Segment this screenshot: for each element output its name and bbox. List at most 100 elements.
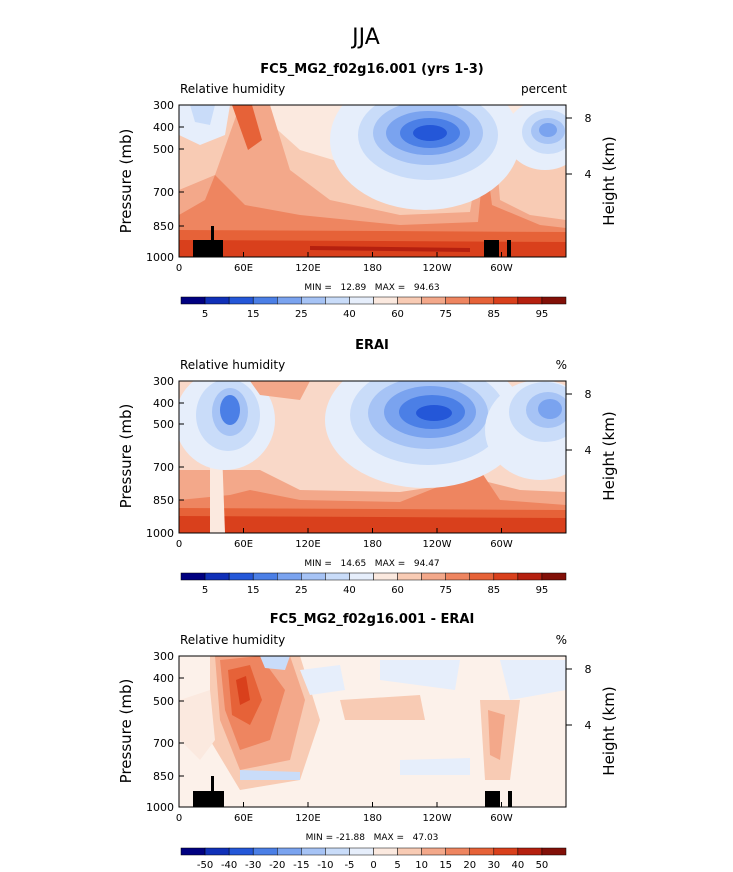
y-tick-label: 700 (153, 186, 174, 199)
contour-band (179, 105, 230, 145)
colorbar-swatch (517, 572, 543, 581)
colorbar-label: 5 (202, 585, 208, 596)
colorbar-swatch (517, 296, 543, 305)
x-tick-label: 0 (176, 263, 182, 274)
colorbar-swatch (301, 847, 326, 856)
contour-band (400, 758, 470, 775)
colorbar-swatch (277, 572, 302, 581)
x-tick-label: 60W (490, 539, 513, 550)
colorbar: 5 15 25 40 60 75 85 95 (180, 572, 567, 596)
colorbar-swatch (228, 296, 254, 305)
colorbar-label: -40 (221, 860, 237, 871)
x-tick-label: 60E (234, 813, 253, 824)
topography-mask (193, 791, 224, 807)
y-tick-label: 700 (153, 461, 174, 474)
colorbar-swatch (204, 296, 230, 305)
x-tick-label: 60E (234, 539, 253, 550)
y-axis-height: 84 (566, 663, 592, 732)
colorbar-label: 60 (391, 585, 404, 596)
y-tick-label: 700 (153, 737, 174, 750)
y2-tick-label: 4 (585, 168, 592, 181)
colorbar-swatch (469, 572, 495, 581)
x-tick-label: 120W (423, 263, 452, 274)
y-tick-label: 500 (153, 418, 174, 431)
topography-mask (193, 240, 223, 257)
contour-band (240, 770, 300, 780)
panel-title: FC5_MG2_f02g16.001 - ERAI (270, 612, 475, 627)
panel-title: FC5_MG2_f02g16.001 (yrs 1-3) (260, 62, 483, 77)
colorbar-swatch (301, 572, 326, 581)
colorbar-swatch (421, 572, 446, 581)
colorbar-label: 5 (394, 860, 400, 871)
colorbar: -50 -40 -30 -20 -15 -10 -5 0 5 10 15 20 30 40 50 (180, 847, 567, 871)
colorbar-swatch (421, 296, 446, 305)
y-tick-label: 400 (153, 672, 174, 685)
y-tick-label: 500 (153, 143, 174, 156)
units-label: percent (521, 82, 567, 96)
min-max-stats: MIN = 14.65 MAX = 94.47 (304, 559, 439, 569)
y-tick-label: 850 (153, 494, 174, 507)
x-axis-longitude: 0 60E 120E 180 120W 60W (176, 528, 513, 550)
colorbar-swatch (277, 847, 302, 856)
x-tick-label: 120E (295, 813, 320, 824)
x-tick-label: 180 (363, 813, 382, 824)
contour-band (260, 656, 290, 670)
colorbar-label: 95 (536, 309, 549, 320)
colorbar-label: -10 (317, 860, 333, 871)
colorbar-swatch (325, 847, 350, 856)
colorbar-label: -15 (293, 860, 309, 871)
colorbar-label: 25 (295, 585, 308, 596)
panel-model: FC5_MG2_f02g16.001 (yrs 1-3) Relative hu… (117, 62, 618, 320)
contour-band (220, 395, 240, 425)
x-tick-label: 60W (490, 813, 513, 824)
colorbar-label: -20 (269, 860, 285, 871)
colorbar-label: 95 (536, 585, 549, 596)
x-tick-label: 180 (363, 539, 382, 550)
colorbar-label: -50 (197, 860, 213, 871)
colorbar-swatch (325, 296, 350, 305)
colorbar-swatch (252, 847, 278, 856)
x-tick-label: 180 (363, 263, 382, 274)
colorbar-swatch (445, 572, 470, 581)
x-tick-label: 0 (176, 539, 182, 550)
y2-tick-label: 8 (585, 663, 592, 676)
y2-tick-label: 8 (585, 112, 592, 125)
colorbar-swatch (180, 572, 206, 581)
colorbar-label: 5 (202, 309, 208, 320)
contour-band (310, 246, 470, 252)
colorbar-swatch (325, 572, 350, 581)
y-tick-label: 500 (153, 695, 174, 708)
y-tick-label: 300 (153, 375, 174, 388)
contour-band (250, 381, 310, 400)
contour-band (210, 450, 225, 533)
contour-band (232, 105, 262, 150)
colorbar: 5 15 25 40 60 75 85 95 (180, 296, 567, 320)
colorbar-swatch (541, 847, 567, 856)
contour-field (179, 105, 566, 257)
colorbar-swatch (541, 572, 567, 581)
x-tick-label: 120E (295, 263, 320, 274)
colorbar-swatch (180, 847, 206, 856)
colorbar-swatch (252, 572, 278, 581)
contour-band (416, 405, 452, 421)
colorbar-label: 40 (343, 585, 356, 596)
colorbar-swatch (373, 847, 398, 856)
y-tick-label: 300 (153, 99, 174, 112)
colorbar-label: -30 (245, 860, 261, 871)
panel-title: ERAI (355, 338, 389, 353)
x-tick-label: 0 (176, 813, 182, 824)
colorbar-label: 50 (536, 860, 549, 871)
contour-band (179, 150, 566, 257)
colorbar-swatch (228, 847, 254, 856)
topography-mask (485, 791, 500, 807)
y2-tick-label: 8 (585, 388, 592, 401)
colorbar-swatch (421, 847, 446, 856)
colorbar-swatch (349, 572, 374, 581)
y-axis-pressure: 300 400 500 700 850 1000 (146, 99, 184, 264)
contour-band (413, 125, 447, 141)
y2-axis-title: Height (km) (600, 686, 618, 775)
y2-axis-title: Height (km) (600, 411, 618, 500)
colorbar-label: 85 (487, 309, 500, 320)
colorbar-label: 60 (391, 309, 404, 320)
